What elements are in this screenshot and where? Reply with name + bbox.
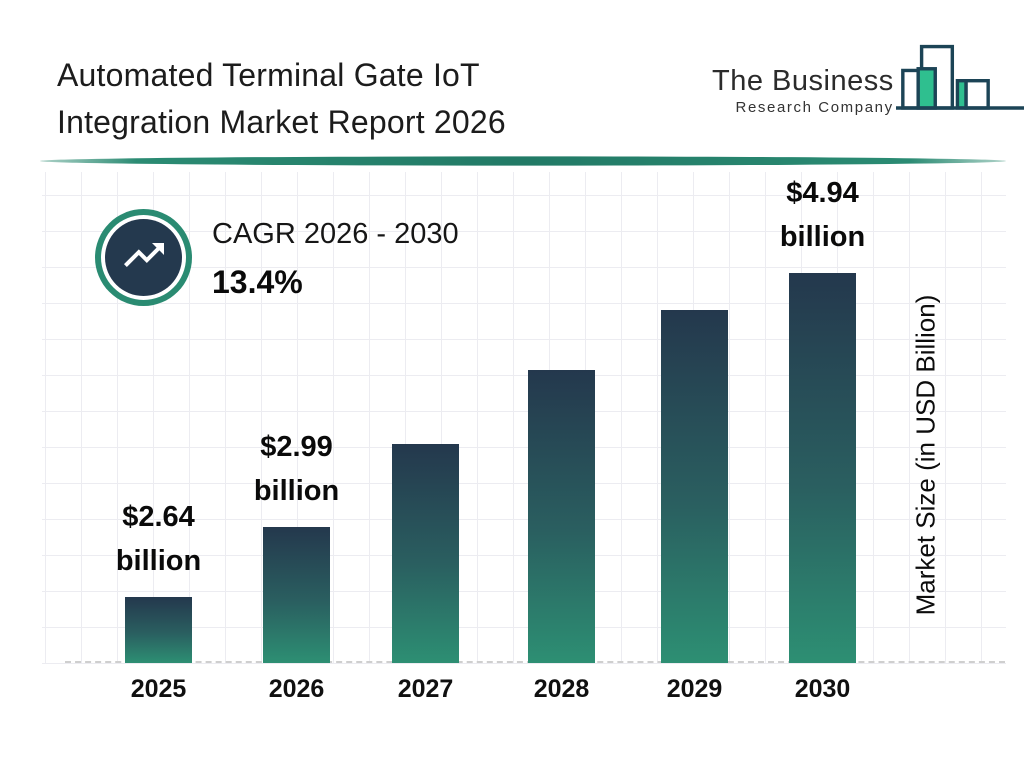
x-tick-label-2027: 2027 xyxy=(397,675,454,703)
chart-area: 2025 $2.64 billion 2026 $2.99 billion 2027 2028… xyxy=(42,172,1006,712)
y-axis-title: Market Size (in USD Billion) xyxy=(910,294,941,616)
company-subname: Research Company xyxy=(735,99,894,116)
bar-2029 xyxy=(661,310,728,663)
cagr-value: 13.4% xyxy=(212,264,303,300)
company-logo: The Business Research Company xyxy=(712,40,1024,124)
trending-up-icon xyxy=(120,231,168,284)
x-tick-label-2025: 2025 xyxy=(130,675,187,703)
cagr-badge-ring xyxy=(101,215,186,300)
bar-2028 xyxy=(528,370,595,663)
bar-2030 xyxy=(789,273,856,663)
company-name: The Business xyxy=(712,65,894,97)
cagr-badge xyxy=(95,209,192,306)
x-tick-label-2029: 2029 xyxy=(666,675,723,703)
page-title: Automated Terminal Gate IoT Integration … xyxy=(57,52,506,146)
bar-2026 xyxy=(263,527,330,663)
page-title-line1: Automated Terminal Gate IoT xyxy=(57,57,480,93)
cagr-badge-circle xyxy=(105,219,182,296)
x-tick-label-2028: 2028 xyxy=(533,675,590,703)
page-title-line2: Integration Market Report 2026 xyxy=(57,104,506,140)
logo-bar-chart-icon xyxy=(895,39,1024,124)
value-label-2030: $4.94 billion xyxy=(779,177,866,253)
value-label-2025: $2.64 billion xyxy=(115,501,202,577)
bar-2025 xyxy=(125,597,192,663)
value-label-2026: $2.99 billion xyxy=(253,431,340,507)
company-logo-text: The Business Research Company xyxy=(712,65,894,116)
bar-2027 xyxy=(392,444,459,663)
x-tick-label-2030: 2030 xyxy=(794,675,851,703)
x-tick-label-2026: 2026 xyxy=(268,675,325,703)
title-divider xyxy=(40,154,1006,172)
cagr-label: CAGR 2026 - 2030 xyxy=(212,218,459,250)
